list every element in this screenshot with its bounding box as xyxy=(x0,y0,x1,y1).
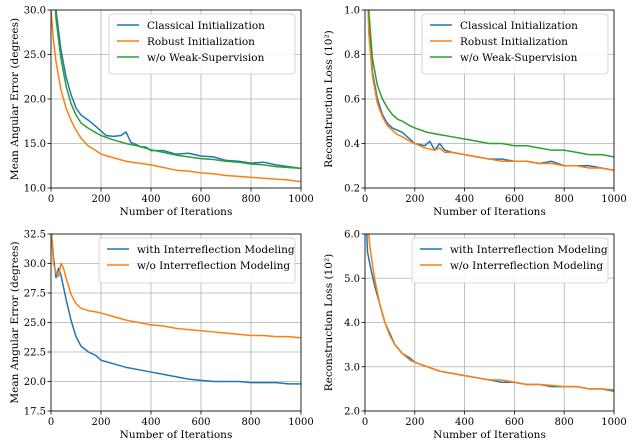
y-tick-label: 6.0 xyxy=(344,230,360,241)
x-axis-label: Number of Iterations xyxy=(120,429,233,441)
series-line-2 xyxy=(51,234,301,339)
chart-panel-3: 0 200 400 600 800 1000 17.5 20.0 22.5 25.0 27.5 30.… xyxy=(9,230,314,442)
series-line-3 xyxy=(54,10,301,170)
series-line-2 xyxy=(367,10,614,171)
x-tick-label: 600 xyxy=(505,194,524,205)
legend-label: w/o Interreflection Modeling xyxy=(137,260,290,272)
x-tick-label: 800 xyxy=(241,417,260,428)
x-tick-label: 200 xyxy=(405,194,424,205)
y-tick-label: 5.0 xyxy=(344,274,360,285)
y-tick-label: 1.0 xyxy=(344,6,360,17)
x-axis-label: Number of Iterations xyxy=(433,206,546,218)
legend-label: w/o Weak-Supervision xyxy=(147,52,265,64)
y-tick-label: 3.0 xyxy=(344,362,360,373)
legend: Classical Initialization Robust Initializ… xyxy=(108,13,296,75)
x-axis-label: Number of Iterations xyxy=(433,429,546,441)
y-tick-label: 25.0 xyxy=(24,50,46,61)
series-line-2 xyxy=(51,10,301,183)
y-tick-label: 22.5 xyxy=(24,348,46,359)
plot-frame xyxy=(364,233,615,412)
x-tick-label: 200 xyxy=(405,417,424,428)
series-line-1 xyxy=(55,10,301,170)
plot-frame xyxy=(364,9,615,189)
legend-label: Robust Initialization xyxy=(147,36,255,48)
legend-box xyxy=(411,237,609,284)
y-tick-label: 20.0 xyxy=(24,377,46,388)
y-tick-label: 30.0 xyxy=(24,6,46,17)
legend-label: with Interreflection Modeling xyxy=(450,244,608,256)
x-tick-label: 0 xyxy=(362,194,368,205)
y-tick-label: 0.2 xyxy=(344,184,360,195)
series-group xyxy=(367,10,614,171)
legend: with Interreflection Modeling w/o Interre… xyxy=(98,237,296,284)
x-tick-label: 400 xyxy=(141,194,160,205)
y-axis-label: Reconstruction Loss (10²) xyxy=(323,30,335,168)
y-axis-label: Reconstruction Loss (10²) xyxy=(323,254,335,392)
series-group xyxy=(51,234,301,385)
x-tick-label: 600 xyxy=(191,417,210,428)
y-tick-label: 2.0 xyxy=(344,407,360,418)
x-tick-label: 1000 xyxy=(288,417,313,428)
x-tick-label: 400 xyxy=(455,417,474,428)
y-tick-label: 32.5 xyxy=(24,230,46,241)
series-line-1 xyxy=(51,234,301,385)
series-group xyxy=(51,10,301,183)
chart-panel-4: 0 200 400 600 800 1000 2.0 3.0 4.0 5.0 6.0 Number o… xyxy=(323,230,627,442)
legend-label: Classical Initialization xyxy=(460,20,578,32)
chart-panel-1: 0 200 400 600 800 1000 10.0 15.0 20.0 25.0 30.0 Num… xyxy=(9,6,314,219)
x-tick-label: 400 xyxy=(455,194,474,205)
y-tick-label: 15.0 xyxy=(24,139,46,150)
legend-label: Robust Initialization xyxy=(460,36,568,48)
legend-label: Classical Initialization xyxy=(147,20,265,32)
x-tick-label: 800 xyxy=(241,194,260,205)
y-tick-label: 30.0 xyxy=(24,259,46,270)
legend-box xyxy=(421,13,609,75)
legend: Classical Initialization Robust Initializ… xyxy=(421,13,609,75)
x-tick-label: 1000 xyxy=(601,417,626,428)
y-axis-label: Mean Angular Error (degrees) xyxy=(9,18,21,180)
series-line-1 xyxy=(367,10,614,171)
y-tick-label: 0.8 xyxy=(344,50,360,61)
x-tick-label: 800 xyxy=(555,417,574,428)
x-tick-label: 0 xyxy=(48,417,54,428)
y-tick-label: 4.0 xyxy=(344,318,360,329)
x-tick-label: 0 xyxy=(362,417,368,428)
x-tick-label: 400 xyxy=(141,417,160,428)
y-tick-label: 27.5 xyxy=(24,289,46,300)
x-tick-label: 600 xyxy=(505,417,524,428)
chart-panel-2: 0 200 400 600 800 1000 0.2 0.4 0.6 0.8 1.0 Number o… xyxy=(323,6,627,219)
legend-box xyxy=(98,237,296,284)
x-tick-label: 800 xyxy=(555,194,574,205)
series-line-3 xyxy=(367,10,614,158)
x-tick-label: 1000 xyxy=(601,194,626,205)
plot-frame xyxy=(50,233,302,412)
x-tick-label: 200 xyxy=(91,417,110,428)
series-line-1 xyxy=(366,234,614,392)
x-tick-label: 200 xyxy=(91,194,110,205)
legend-label: w/o Interreflection Modeling xyxy=(450,260,603,272)
y-tick-label: 25.0 xyxy=(24,318,46,329)
legend-label: with Interreflection Modeling xyxy=(137,244,295,256)
x-tick-label: 0 xyxy=(48,194,54,205)
x-axis-label: Number of Iterations xyxy=(120,206,233,218)
legend-box xyxy=(108,13,296,75)
y-axis-label: Mean Angular Error (degrees) xyxy=(9,241,21,403)
y-tick-label: 10.0 xyxy=(24,184,46,195)
series-line-2 xyxy=(367,234,614,391)
x-tick-label: 1000 xyxy=(288,194,313,205)
legend-label: w/o Weak-Supervision xyxy=(460,52,578,64)
y-tick-label: 17.5 xyxy=(24,407,46,418)
series-group xyxy=(366,234,614,392)
y-tick-label: 20.0 xyxy=(24,95,46,106)
x-tick-label: 600 xyxy=(191,194,210,205)
y-tick-label: 0.6 xyxy=(344,95,360,106)
legend: with Interreflection Modeling w/o Interre… xyxy=(411,237,609,284)
y-tick-label: 0.4 xyxy=(344,139,360,150)
plot-frame xyxy=(50,9,302,189)
